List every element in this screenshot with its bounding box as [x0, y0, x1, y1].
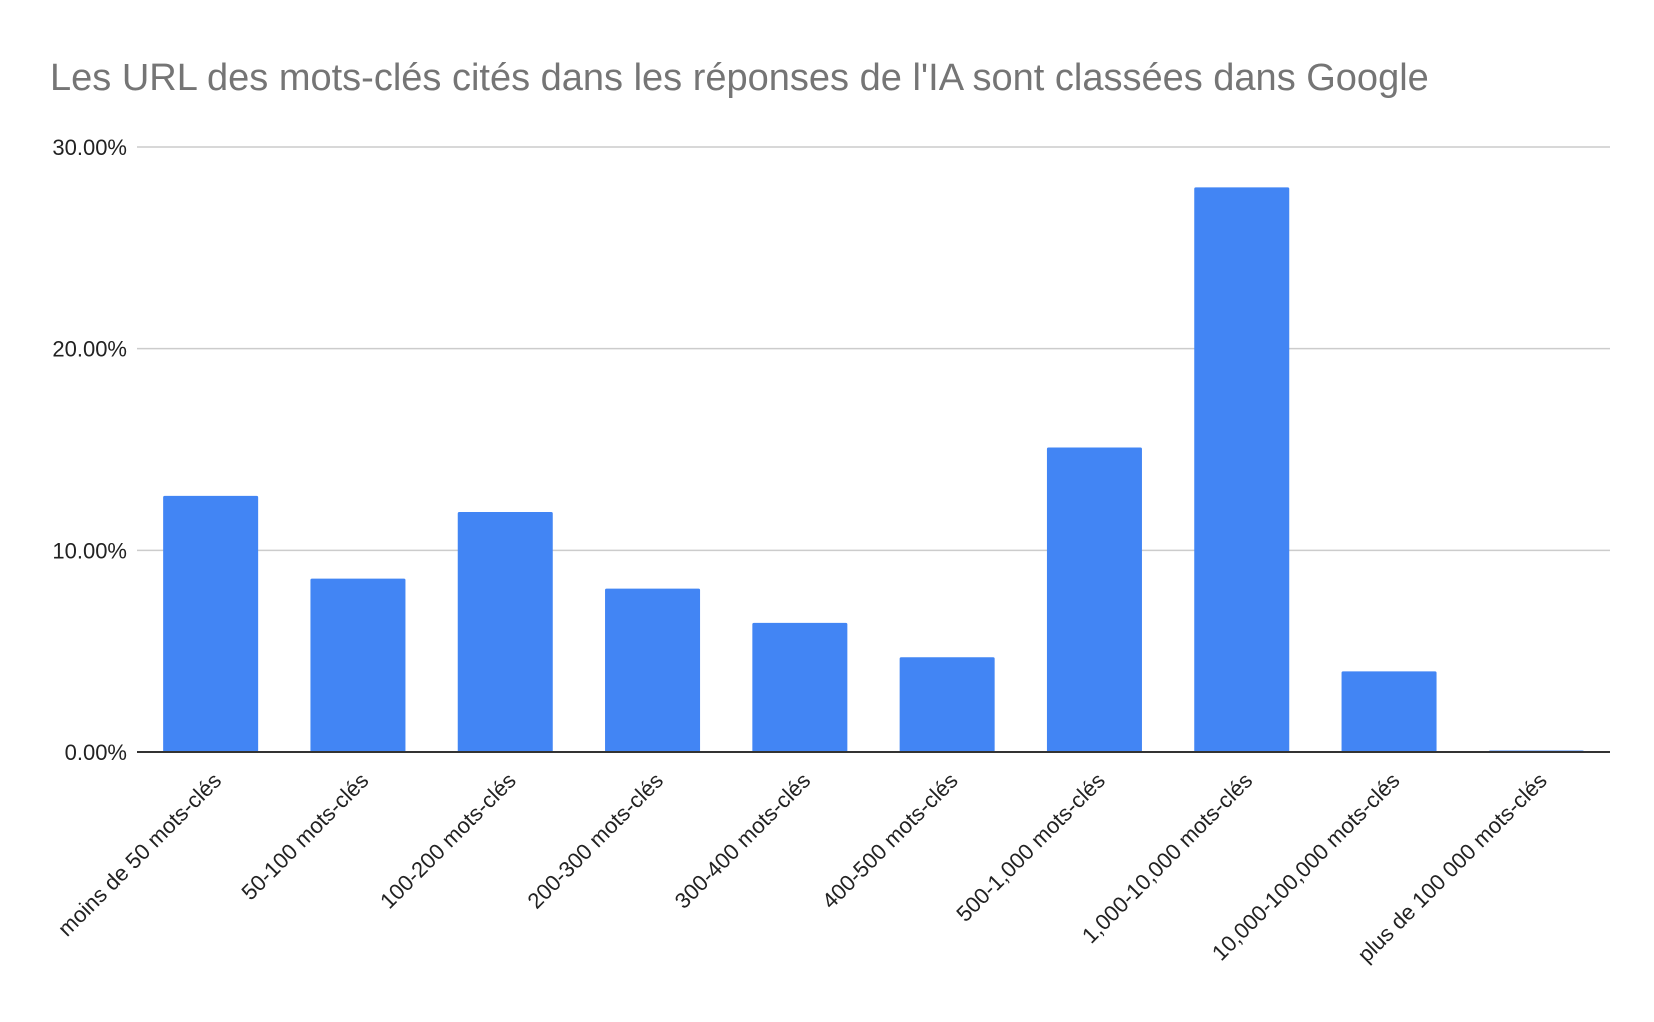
- bar: [163, 495, 259, 752]
- gridlines: [137, 146, 1610, 552]
- y-tick-label: 30.00%: [52, 135, 127, 160]
- x-tick-label: 200-300 mots-clés: [522, 768, 668, 914]
- chart-title: Les URL des mots-clés cités dans les rép…: [50, 57, 1429, 99]
- x-tick-label: 300-400 mots-clés: [670, 768, 816, 914]
- bar: [1341, 671, 1437, 752]
- x-axis-ticks: moins de 50 mots-clés 50-100 mots-clés 100…: [53, 768, 1552, 967]
- bar: [899, 657, 995, 752]
- x-tick-label: 50-100 mots-clés: [236, 768, 373, 905]
- bar: [605, 588, 701, 752]
- x-tick-label: 1,000-10,000 mots-clés: [1077, 768, 1257, 948]
- bar: [1194, 187, 1290, 753]
- bar: [752, 622, 848, 752]
- x-tick-label: 100-200 mots-clés: [375, 768, 521, 914]
- y-tick-label: 20.00%: [52, 337, 127, 362]
- bar: [310, 578, 406, 752]
- bar: [1046, 447, 1142, 752]
- y-axis-ticks: 0.00% 10.00% 20.00% 30.00%: [52, 135, 127, 765]
- y-tick-label: 0.00%: [65, 740, 127, 765]
- y-tick-label: 10.00%: [52, 538, 127, 563]
- bar: [457, 512, 553, 752]
- bars: [163, 187, 1584, 753]
- x-tick-label: moins de 50 mots-clés: [53, 768, 226, 941]
- x-tick-label: 500-1,000 mots-clés: [951, 768, 1110, 927]
- x-tick-label: 400-500 mots-clés: [817, 768, 963, 914]
